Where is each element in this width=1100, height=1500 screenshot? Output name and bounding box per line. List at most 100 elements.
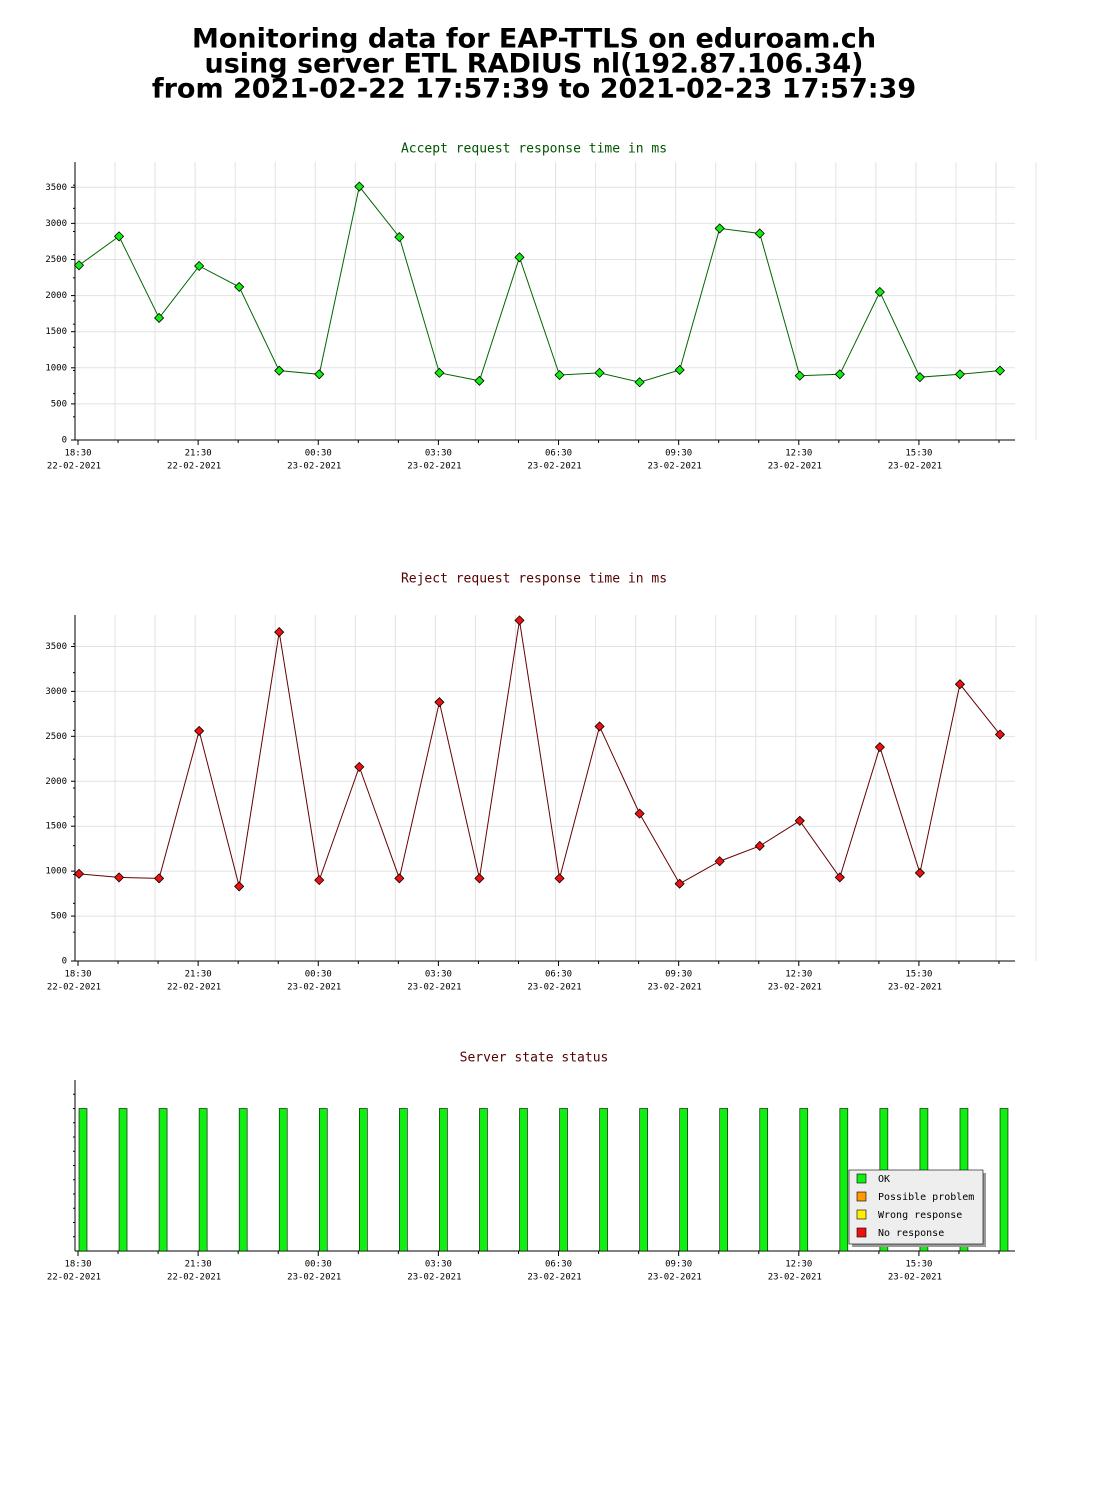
x-tick-label: 23-02-2021 (407, 1273, 461, 1283)
x-tick-label: 18:30 (64, 1260, 91, 1270)
data-point (514, 252, 525, 263)
data-point (794, 815, 805, 826)
bar (359, 1108, 368, 1252)
y-tick-label: 0 (62, 957, 67, 967)
bar (399, 1108, 408, 1252)
bar (679, 1108, 688, 1252)
data-point (954, 369, 966, 380)
bar (599, 1108, 608, 1252)
x-tick-label: 23-02-2021 (527, 983, 581, 993)
data-point (394, 873, 405, 884)
data-point (314, 875, 325, 886)
data-point (834, 872, 845, 883)
data-point (594, 367, 605, 378)
data-point (113, 872, 125, 883)
x-tick-label: 00:30 (305, 970, 332, 980)
legend-label: No response (878, 1228, 944, 1239)
data-point (674, 364, 685, 376)
page-title: Monitoring data for EAP-TTLS on eduroam.… (192, 24, 876, 55)
bar (519, 1108, 528, 1252)
y-tick-label: 1000 (45, 867, 67, 877)
data-point (514, 615, 525, 626)
y-tick-label: 2500 (45, 255, 67, 265)
data-point (154, 312, 165, 324)
x-tick-label: 00:30 (305, 1260, 332, 1270)
x-tick-label: 18:30 (64, 449, 91, 459)
x-tick-label: 23-02-2021 (648, 1273, 702, 1283)
y-tick-label: 3000 (45, 219, 67, 229)
y-tick-label: 2000 (45, 777, 67, 787)
y-tick-label: 500 (51, 399, 67, 409)
data-point (874, 742, 885, 753)
data-point (314, 369, 325, 380)
x-tick-label: 23-02-2021 (407, 983, 461, 993)
bar (198, 1108, 208, 1252)
x-tick-label: 15:30 (905, 1260, 932, 1270)
y-tick-label: 500 (51, 912, 67, 922)
data-point (234, 281, 245, 292)
page-title: from 2021-02-22 17:57:39 to 2021-02-23 1… (152, 74, 916, 105)
x-tick-label: 23-02-2021 (648, 462, 702, 472)
x-tick-label: 15:30 (905, 449, 932, 459)
data-point (234, 881, 245, 892)
data-point (434, 367, 445, 378)
y-tick-label: 1500 (45, 327, 67, 337)
data-point (714, 223, 725, 234)
bar (158, 1108, 168, 1252)
data-point (474, 873, 485, 884)
x-tick-label: 15:30 (905, 970, 932, 980)
data-point (834, 369, 845, 380)
bar (439, 1108, 448, 1252)
chart-title: Server state status (460, 1051, 609, 1066)
bar (318, 1108, 328, 1252)
x-tick-label: 22-02-2021 (47, 983, 101, 993)
bar (839, 1108, 849, 1252)
data-point (674, 878, 685, 889)
chart-title: Reject request response time in ms (401, 572, 667, 587)
x-tick-label: 23-02-2021 (888, 983, 942, 993)
x-tick-label: 22-02-2021 (47, 1273, 101, 1283)
x-tick-label: 23-02-2021 (407, 462, 461, 472)
y-tick-label: 1000 (45, 363, 67, 373)
bar (999, 1108, 1009, 1252)
data-point (754, 228, 765, 239)
x-tick-label: 00:30 (305, 449, 332, 459)
data-point (113, 231, 125, 242)
x-tick-label: 23-02-2021 (287, 983, 341, 993)
data-point (194, 260, 205, 272)
x-tick-label: 12:30 (785, 970, 812, 980)
x-tick-label: 12:30 (785, 449, 812, 459)
bar (238, 1108, 248, 1252)
x-tick-label: 22-02-2021 (47, 462, 101, 472)
y-tick-label: 3500 (45, 642, 67, 652)
data-point (73, 868, 85, 879)
data-point (914, 372, 925, 383)
y-tick-label: 3000 (45, 687, 67, 697)
x-tick-label: 09:30 (665, 1260, 692, 1270)
page-title: using server ETL RADIUS nl(192.87.106.34… (205, 49, 864, 80)
x-tick-label: 03:30 (425, 449, 452, 459)
x-tick-label: 12:30 (785, 1260, 812, 1270)
data-point (554, 873, 565, 884)
legend-swatch (856, 1209, 867, 1220)
y-tick-label: 2500 (45, 732, 67, 742)
bar (118, 1108, 128, 1252)
x-tick-label: 06:30 (545, 970, 572, 980)
data-point (994, 365, 1006, 376)
bar (479, 1108, 488, 1252)
data-point (274, 627, 285, 638)
bar (799, 1108, 809, 1252)
y-tick-label: 3500 (45, 183, 67, 193)
x-tick-label: 03:30 (425, 1260, 452, 1270)
x-tick-label: 06:30 (545, 449, 572, 459)
legend-swatch (856, 1191, 867, 1202)
bar (278, 1108, 288, 1252)
x-tick-label: 21:30 (185, 449, 212, 459)
x-tick-label: 22-02-2021 (167, 1273, 221, 1283)
x-tick-label: 23-02-2021 (287, 462, 341, 472)
x-tick-label: 22-02-2021 (167, 983, 221, 993)
chart-title: Accept request response time in ms (401, 142, 667, 157)
x-tick-label: 06:30 (545, 1260, 572, 1270)
